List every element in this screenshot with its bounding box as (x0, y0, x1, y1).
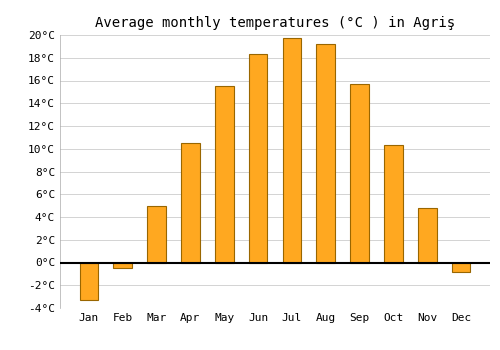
Bar (181, 143, 200, 262)
Bar (384, 145, 403, 262)
Bar (114, 262, 132, 268)
Title: Average monthly temperatures (°C ) in Agriş: Average monthly temperatures (°C ) in Ag… (95, 16, 455, 30)
Bar (452, 262, 470, 272)
Bar (282, 38, 301, 262)
Bar (215, 86, 234, 262)
Bar (147, 206, 166, 262)
Bar (316, 44, 335, 262)
Bar (350, 84, 369, 262)
Bar (80, 262, 98, 300)
Bar (418, 208, 436, 262)
Bar (249, 54, 268, 262)
